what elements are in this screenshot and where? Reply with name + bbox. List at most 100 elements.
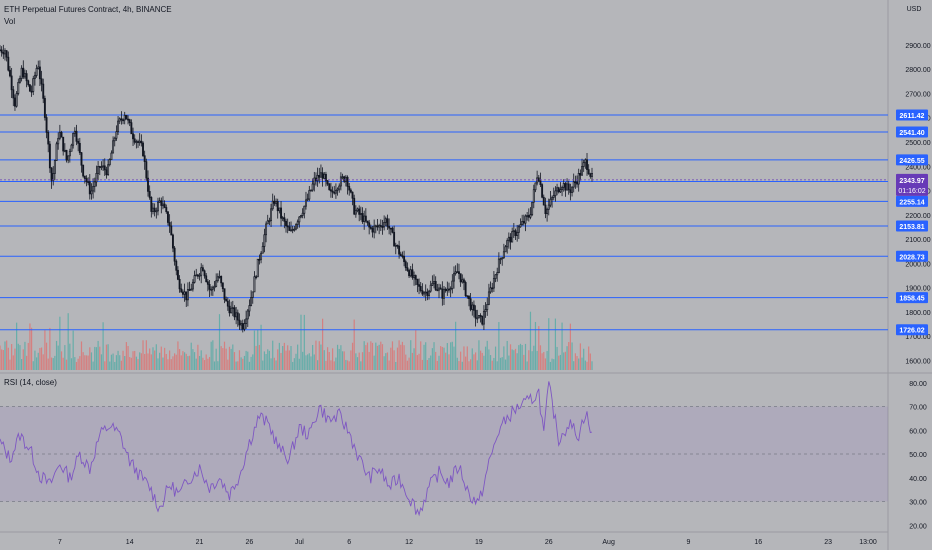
candle-body [489, 287, 492, 293]
candle-body [453, 273, 455, 282]
candle-body [148, 191, 151, 198]
candle-body [100, 166, 103, 169]
volume-bar [406, 360, 409, 370]
volume-bar [539, 345, 542, 370]
volume-bar [574, 353, 576, 370]
time-axis: 7 14 21 26 Jul 6 12 19 26 Aug 9 16 23 13:00 [58, 539, 877, 546]
candle-body [92, 186, 95, 192]
candle-body [12, 89, 15, 99]
volume-bar [496, 361, 498, 370]
candle-body [584, 159, 587, 164]
volume-bar [152, 347, 154, 370]
volume-bar [208, 356, 211, 370]
candle-body [143, 155, 146, 163]
volume-bar [338, 348, 340, 370]
volume-bar [97, 340, 99, 370]
time-tick-label: 6 [347, 539, 351, 546]
candle-body [496, 272, 499, 276]
candle-body [196, 274, 199, 277]
candle-body [315, 177, 317, 182]
current-price-badge [896, 173, 928, 196]
candle-body [208, 283, 211, 290]
volume-bar [436, 360, 438, 370]
level-badge-label: 2611.42 [900, 113, 925, 120]
volume-bar [268, 350, 270, 370]
currency-label[interactable]: USD [906, 6, 922, 13]
candle-body [246, 310, 249, 320]
candle-body [275, 201, 277, 204]
candle-body [117, 120, 120, 133]
candle-body [88, 181, 91, 195]
candle-body [221, 282, 224, 290]
level-badge-label: 2426.55 [899, 158, 924, 165]
volume-bar [230, 348, 232, 370]
volume-bar [139, 352, 141, 370]
level-badge-label: 2255.14 [899, 199, 924, 206]
candle-body [459, 273, 462, 283]
volume-bar [388, 360, 390, 370]
candle-body [349, 189, 352, 193]
candle-body [396, 244, 399, 247]
volume-bar [511, 349, 513, 370]
volume-bar [418, 353, 420, 370]
candle-body [482, 311, 485, 325]
candle-body [423, 292, 425, 295]
volume-bar [282, 346, 284, 370]
price-tick-label: 1800.00 [905, 310, 930, 317]
candle-body [276, 201, 279, 212]
volume-bar [172, 356, 174, 370]
volume-bar [518, 345, 520, 370]
level-badge [896, 292, 928, 304]
volume-bar [323, 350, 325, 370]
level-badge [896, 220, 928, 232]
rsi-tick-label: 20.00 [909, 523, 927, 530]
candle-body [369, 226, 372, 229]
volume-bar [455, 321, 457, 370]
candle-body [374, 225, 377, 228]
candle-body [266, 220, 269, 225]
volume-bar [185, 353, 187, 370]
candle-body [486, 304, 489, 310]
candle-body [98, 166, 101, 168]
time-tick-label: 12 [405, 539, 413, 546]
volume-bar [183, 352, 186, 370]
candle-body [591, 173, 593, 177]
price-tick-label: 2100.00 [905, 237, 930, 244]
volume-bar [573, 361, 575, 370]
candle-body [519, 224, 522, 228]
candle-body [373, 225, 376, 233]
candle-body [368, 222, 371, 228]
candle-body [48, 143, 51, 169]
volume-bars [0, 311, 593, 370]
volume-bar [34, 350, 36, 370]
candle-body [128, 119, 131, 124]
volume-bar [122, 350, 124, 370]
candle-body [541, 184, 544, 198]
candle-body [566, 183, 569, 191]
volume-bar [484, 346, 487, 370]
volume-bar [528, 350, 530, 370]
candle-body [180, 288, 183, 293]
candle-body [399, 253, 402, 257]
candle-body [448, 288, 450, 291]
candle-body [22, 67, 25, 78]
volume-bar [79, 356, 81, 370]
candle-body [90, 190, 93, 195]
candle-body [310, 189, 312, 192]
candle-body [351, 191, 354, 199]
volume-bar [218, 314, 221, 370]
candle-body [258, 258, 261, 261]
candle-body [504, 246, 507, 253]
candle-body [476, 317, 479, 320]
volume-bar [463, 346, 465, 370]
volume-bar [488, 349, 490, 370]
volume-bar [44, 330, 46, 370]
volume-bar [165, 353, 167, 370]
candle-body [406, 267, 409, 271]
level-badge [896, 126, 928, 138]
candle-body [10, 75, 13, 91]
candle-body [35, 68, 38, 76]
volume-bar [360, 361, 362, 370]
volume-bar [438, 355, 440, 370]
